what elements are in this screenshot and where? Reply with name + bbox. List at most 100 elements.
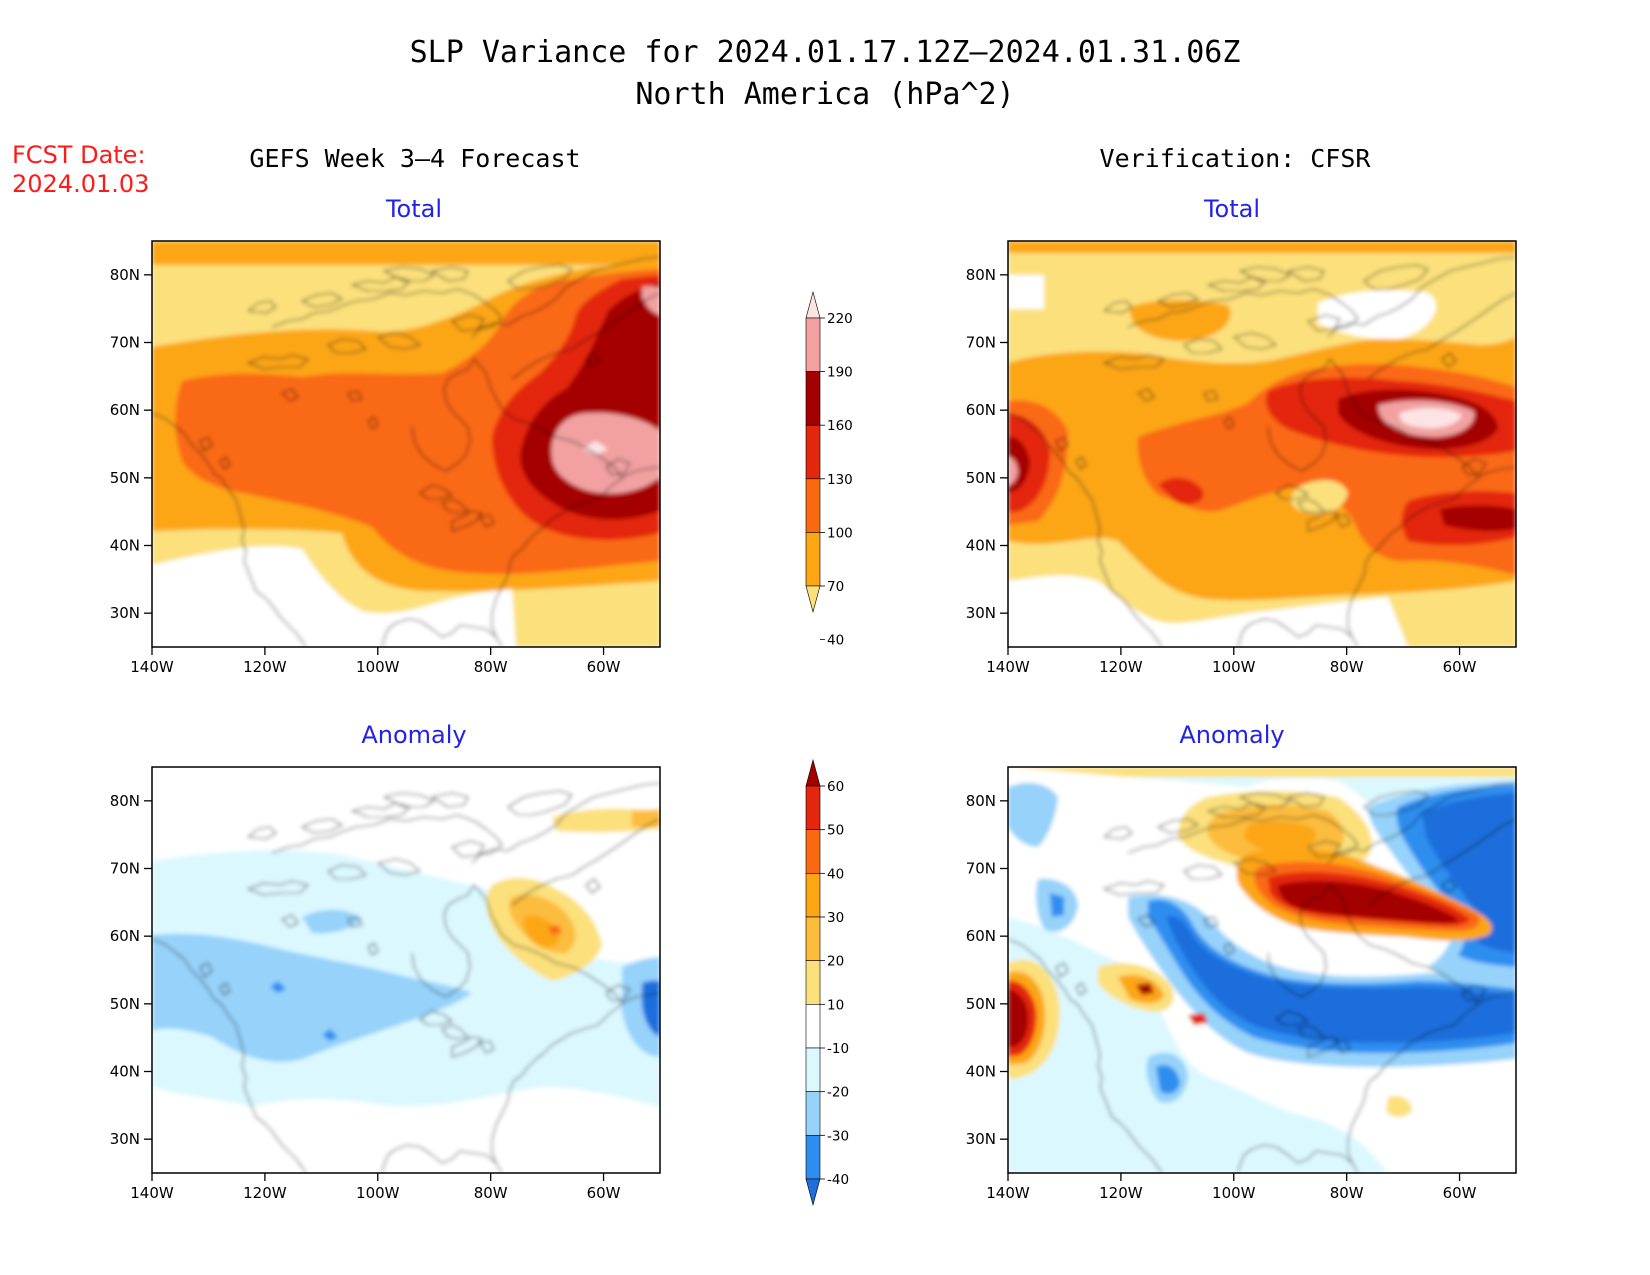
lat-tick-label: 60N [110, 927, 140, 945]
lat-tick-label: 50N [966, 995, 996, 1013]
cb-anom-level-label: 50 [827, 823, 844, 839]
lon-tick-label: 120W [1099, 1184, 1143, 1202]
forecast-total-contours [152, 241, 660, 647]
cb-total-level-label: 100 [827, 525, 853, 541]
figure-title-line1: SLP Variance for 2024.01.17.12Z–2024.01.… [410, 35, 1241, 70]
total-title-left: Total [385, 195, 442, 223]
colorbar-total: 220 190 160 130 100 70 40 [805, 290, 853, 649]
lat-tick-label: 60N [966, 401, 996, 419]
fcst-date-value: 2024.01.03 [12, 170, 149, 198]
lon-tick-label: 100W [1212, 658, 1256, 676]
panel-verification-total: 80N 70N 60N 50N 40N 30N 140W 120W 100W 80W 60W [966, 240, 1517, 676]
lat-tick-label: 60N [110, 401, 140, 419]
map-frame [1007, 240, 1517, 648]
lat-tick-label: 70N [110, 860, 140, 878]
cb-total-level-label: 220 [827, 311, 853, 327]
lon-tick-label: 80W [474, 658, 508, 676]
anomaly-title-right: Anomaly [1179, 721, 1284, 749]
lat-tick-label: 40N [110, 537, 140, 555]
lat-tick-label: 40N [966, 537, 996, 555]
cb-anom-level-label: 60 [827, 779, 844, 795]
lon-tick-label: 120W [1099, 658, 1143, 676]
forecast-anomaly-axes: 80N 70N 60N 50N 40N 30N 140W 120W 100W 80W 60W [110, 792, 621, 1202]
lat-tick-label: 80N [110, 266, 140, 284]
cb-total-level-label: 130 [827, 472, 853, 488]
cb-anom-level-label: -30 [827, 1128, 849, 1144]
map-frame [151, 240, 661, 648]
lat-tick-label: 50N [110, 469, 140, 487]
left-column-title: GEFS Week 3–4 Forecast [249, 144, 580, 173]
cb-anom-level-label: 40 [827, 866, 844, 882]
map-frame [1007, 766, 1517, 1174]
lon-tick-label: 80W [474, 1184, 508, 1202]
lat-tick-label: 70N [110, 334, 140, 352]
total-title-right: Total [1203, 195, 1260, 223]
cb-anom-color-cell [805, 1135, 821, 1180]
lon-tick-label: 140W [130, 1184, 174, 1202]
verification-total-contours [1008, 241, 1516, 647]
lat-tick-label: 30N [966, 604, 996, 622]
lon-tick-label: 60W [1443, 658, 1477, 676]
lat-tick-label: 50N [966, 469, 996, 487]
panel-forecast-total: 80N 70N 60N 50N 40N 30N 140W 120W 100W 80W 60W [110, 240, 661, 676]
forecast-total-axes: 80N 70N 60N 50N 40N 30N 140W 120W 100W 80W 60W [110, 266, 621, 676]
cb-anom-color-cell [805, 1047, 821, 1092]
cb-anom-color-cell [805, 873, 821, 918]
lon-tick-label: 80W [1330, 1184, 1364, 1202]
cb-anom-level-label: -10 [827, 1041, 849, 1057]
lon-tick-label: 80W [1330, 658, 1364, 676]
cb-total-color-cell [805, 478, 821, 533]
forecast-anomaly-contours [152, 767, 660, 1173]
lon-tick-label: 60W [587, 658, 621, 676]
cb-total-color-cell [805, 585, 821, 614]
cb-total-color-cell [805, 290, 821, 319]
lat-tick-label: 80N [110, 792, 140, 810]
lat-tick-label: 30N [966, 1130, 996, 1148]
map-frame [151, 766, 661, 1174]
lon-tick-label: 120W [243, 1184, 287, 1202]
cb-anom-level-label: 10 [827, 997, 844, 1013]
figure-title-line2: North America (hPa^2) [635, 77, 1014, 112]
cb-total-color-cell [805, 532, 821, 587]
cb-anom-color-cell [805, 758, 821, 787]
cb-total-level-label: 190 [827, 365, 853, 381]
lat-tick-label: 60N [966, 927, 996, 945]
lat-tick-label: 70N [966, 860, 996, 878]
colorbar-anomaly: 60 50 40 30 20 10 -10 -20 -30 -40 [805, 758, 849, 1207]
cb-total-color-cell [805, 424, 821, 480]
cb-anom-color-cell [805, 785, 821, 830]
verification-anomaly-axes: 80N 70N 60N 50N 40N 30N 140W 120W 100W 80W 60W [966, 792, 1477, 1202]
lat-tick-label: 40N [966, 1063, 996, 1081]
lat-tick-label: 50N [110, 995, 140, 1013]
lon-tick-label: 100W [1212, 1184, 1256, 1202]
lat-tick-label: 80N [966, 266, 996, 284]
lat-tick-label: 30N [110, 1130, 140, 1148]
anomaly-title-left: Anomaly [361, 721, 466, 749]
cb-anom-color-cell [805, 829, 821, 874]
lon-tick-label: 60W [1443, 1184, 1477, 1202]
cb-anom-level-label: 30 [827, 910, 844, 926]
panel-forecast-anomaly: 80N 70N 60N 50N 40N 30N 140W 120W 100W 80W 60W [110, 766, 661, 1202]
lon-tick-label: 140W [986, 658, 1030, 676]
cb-anom-color-cell [805, 1004, 821, 1049]
lon-tick-label: 100W [356, 658, 400, 676]
lon-tick-label: 120W [243, 658, 287, 676]
lon-tick-label: 60W [587, 1184, 621, 1202]
cb-anom-level-label: 20 [827, 954, 844, 970]
cb-anom-color-cell [805, 1091, 821, 1136]
cb-anom-color-cell [805, 960, 821, 1005]
lat-tick-label: 30N [110, 604, 140, 622]
verification-anomaly-contours [1008, 767, 1516, 1173]
lat-tick-label: 40N [110, 1063, 140, 1081]
fcst-date-label: FCST Date: [12, 141, 146, 169]
cb-anom-level-label: -20 [827, 1085, 849, 1101]
lat-tick-label: 70N [966, 334, 996, 352]
verification-total-axes: 80N 70N 60N 50N 40N 30N 140W 120W 100W 80W 60W [966, 266, 1477, 676]
cb-total-level-label: 70 [827, 579, 844, 595]
cb-total-level-label: 40 [827, 633, 844, 649]
right-column-title: Verification: CFSR [1100, 144, 1372, 173]
cb-total-color-cell [805, 371, 821, 426]
lon-tick-label: 140W [986, 1184, 1030, 1202]
lon-tick-label: 140W [130, 658, 174, 676]
